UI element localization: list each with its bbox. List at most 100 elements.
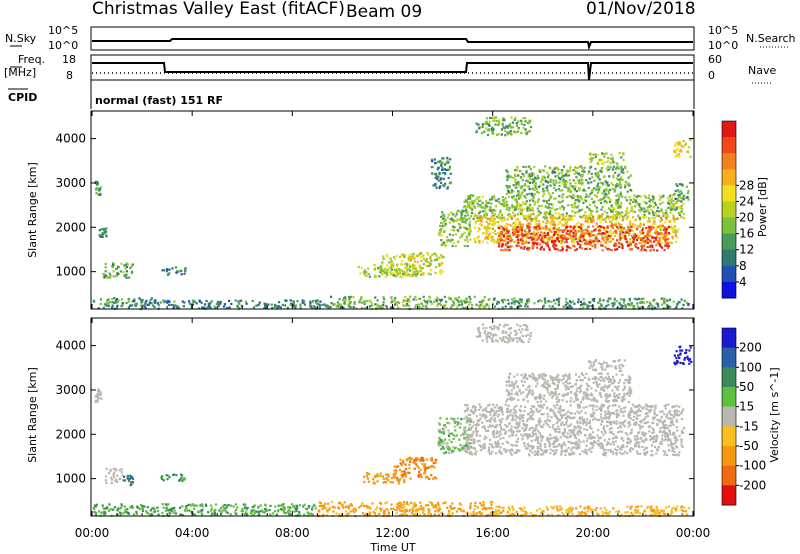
- data-cell-17: [502, 117, 505, 120]
- data-cell-15: [558, 172, 561, 175]
- data-cell-3: [520, 298, 523, 301]
- data-cell-1: [202, 306, 205, 309]
- data-cell-12: [659, 216, 662, 219]
- data-cell-2: [513, 514, 516, 517]
- data-cell-6: [183, 478, 187, 481]
- data-cell-14: [561, 247, 564, 250]
- data-cell-1: [437, 501, 440, 504]
- data-cell-1: [162, 299, 165, 302]
- data-cell-13: [526, 216, 529, 219]
- data-cell-9: [394, 270, 397, 273]
- data-cell-14: [540, 245, 543, 249]
- data-cell-10: [466, 451, 469, 454]
- data-cell-14: [574, 234, 577, 237]
- data-cell-17: [520, 119, 523, 122]
- freq-tick-top: 18: [62, 53, 76, 66]
- data-cell-15: [623, 165, 627, 169]
- data-cell-13: [496, 239, 499, 242]
- data-cell-9: [457, 421, 460, 424]
- data-cell-12: [637, 214, 640, 217]
- data-cell-0: [207, 511, 210, 514]
- data-cell-12: [677, 211, 681, 215]
- data-cell-10: [444, 222, 447, 225]
- data-cell-17: [509, 132, 513, 135]
- data-cell-2: [580, 510, 584, 514]
- data-cell-7: [381, 475, 384, 478]
- data-cell-10: [576, 421, 579, 424]
- data-cell-12: [492, 209, 495, 212]
- data-cell-12: [536, 200, 539, 204]
- data-cell-0: [99, 298, 102, 301]
- data-cell-13: [665, 218, 668, 221]
- data-cell-1: [282, 304, 286, 307]
- data-cell-9: [417, 270, 420, 273]
- data-cell-7: [403, 481, 406, 484]
- data-cell-12: [468, 195, 471, 198]
- data-cell-8: [406, 458, 410, 461]
- data-cell-3: [526, 298, 529, 302]
- data-cell-8: [392, 272, 395, 275]
- data-cell-0: [234, 503, 237, 506]
- data-cell-3: [564, 303, 567, 307]
- data-cell-0: [151, 507, 154, 510]
- data-cell-2: [650, 508, 653, 511]
- data-cell-16: [609, 161, 612, 164]
- data-cell-14: [572, 244, 575, 247]
- data-cell-12: [533, 203, 536, 206]
- data-cell-12: [645, 202, 648, 205]
- data-cell-2: [571, 512, 574, 515]
- colorbar-tick-label: 28: [739, 178, 754, 192]
- data-cell-12: [501, 199, 504, 202]
- data-cell-1: [401, 506, 404, 509]
- data-cell-15: [517, 190, 520, 193]
- data-cell-12: [659, 196, 662, 199]
- data-cell-8: [416, 272, 419, 275]
- data-cell-15: [572, 186, 575, 189]
- data-cell-2: [414, 305, 417, 308]
- data-cell-14: [559, 249, 563, 252]
- data-cell-14: [548, 246, 551, 249]
- data-cell-13: [644, 242, 647, 245]
- data-cell-1: [428, 510, 431, 513]
- noise-tick-top: 10^5: [48, 24, 78, 37]
- data-cell-15: [589, 167, 592, 170]
- data-cell-9: [452, 446, 455, 449]
- nsearch-label: N.Search: [746, 32, 796, 45]
- data-cell-12: [485, 202, 488, 205]
- data-cell-12: [510, 217, 513, 220]
- data-cell-1: [387, 511, 391, 515]
- data-cell-12: [471, 211, 474, 214]
- data-cell-6: [181, 474, 184, 477]
- data-cell-15: [567, 190, 570, 193]
- data-cell-1: [437, 503, 440, 506]
- data-cell-4: [99, 193, 102, 196]
- data-cell-14: [547, 231, 550, 234]
- data-cell-1: [450, 507, 453, 510]
- data-cell-12: [625, 213, 628, 216]
- data-cell-8: [404, 266, 407, 270]
- data-cell-9: [413, 260, 416, 263]
- data-cell-14: [651, 244, 654, 247]
- nave-label: Nave: [748, 64, 776, 77]
- data-cell-1: [346, 513, 349, 516]
- data-cell-12: [524, 217, 528, 220]
- data-cell-13: [595, 222, 598, 225]
- data-cell-1: [207, 304, 210, 307]
- data-cell-12: [531, 209, 534, 212]
- data-cell-14: [565, 225, 568, 228]
- data-cell-3: [642, 301, 645, 304]
- data-cell-17: [489, 116, 492, 120]
- data-cell-17: [501, 122, 504, 126]
- data-cell-2: [458, 304, 461, 307]
- data-cell-0: [245, 512, 248, 515]
- data-cell-16: [611, 158, 614, 161]
- data-cell-6: [168, 476, 171, 479]
- data-cell-0: [133, 299, 136, 303]
- data-cell-14: [573, 245, 576, 248]
- data-cell-14: [619, 237, 622, 240]
- data-cell-3: [628, 299, 631, 302]
- data-cell-14: [629, 229, 632, 232]
- data-cell-12: [604, 199, 607, 202]
- data-cell-13: [477, 230, 480, 233]
- data-cell-1: [153, 305, 156, 308]
